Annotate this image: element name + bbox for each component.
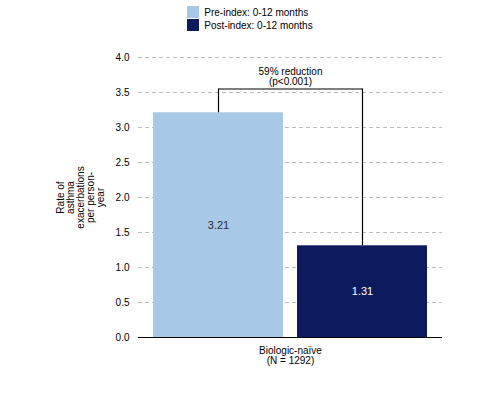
html-text:Post-index: 0-12 months: Post-index: 0-12 months: [204, 19, 313, 31]
html-text:Pre-index: 0-12 months: Pre-index: 0-12 months: [204, 6, 309, 18]
svg-text:Biologic-naïve(N = 1292): Biologic-naïve(N = 1292): [259, 345, 322, 366]
svg-text:2.5: 2.5: [116, 157, 130, 168]
svg-text:4.0: 4.0: [116, 52, 130, 63]
svg-text:0.0: 0.0: [116, 332, 130, 343]
svg-text:Rate ofasthmaexacerbationsper: Rate ofasthmaexacerbationsper person-yea…: [55, 166, 106, 228]
svg-text:0.5: 0.5: [116, 297, 130, 308]
svg-text:3.5: 3.5: [116, 87, 130, 98]
svg-text:2.0: 2.0: [116, 192, 130, 203]
svg-text:1.31: 1.31: [352, 285, 373, 297]
svg-text:3.21: 3.21: [208, 219, 229, 231]
svg-text:1.0: 1.0: [116, 262, 130, 273]
svg-text:59% reduction(p<0.001): 59% reduction(p<0.001): [259, 66, 323, 87]
svg-text:1.5: 1.5: [116, 227, 130, 238]
svg-text:3.0: 3.0: [116, 122, 130, 133]
